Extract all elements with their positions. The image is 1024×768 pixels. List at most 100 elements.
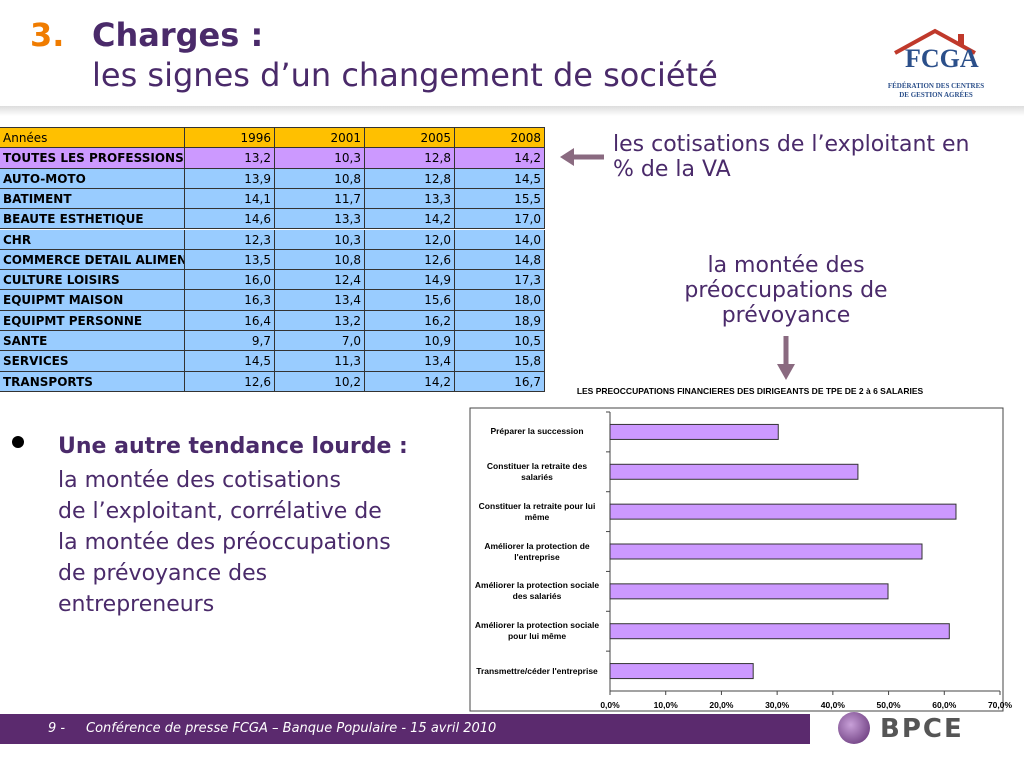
category-label: Préparer la succession <box>490 426 584 437</box>
title: Charges : <box>92 16 264 54</box>
table-cell: 10,8 <box>275 249 365 271</box>
x-tick-label: 60,0% <box>932 700 957 710</box>
chart-frame <box>469 407 1004 712</box>
table-cell: 15,5 <box>455 188 545 210</box>
table-cell: 10,3 <box>275 229 365 250</box>
table-cell: 14,9 <box>365 270 455 291</box>
table-cell: 13,9 <box>185 168 275 189</box>
table-header-cell: 1996 <box>185 128 275 149</box>
table-cell: 17,3 <box>455 270 545 291</box>
category-label: Améliorer la protection sociale pour lui… <box>474 620 600 642</box>
chart-title: LES PREOCCUPATIONS FINANCIERES DES DIRIG… <box>576 386 924 396</box>
category-label: Transmettre/céder l'entreprise <box>476 665 598 676</box>
table-cell: 16,2 <box>365 310 455 331</box>
table-cell: 11,7 <box>275 188 365 210</box>
category-label: Constituer la retraite des salariés <box>486 460 588 482</box>
table-cell: 12,8 <box>365 168 455 189</box>
table-cell: AUTO-MOTO <box>0 168 185 189</box>
table-cell: 9,7 <box>185 331 275 352</box>
table-cell: TOUTES LES PROFESSIONS <box>0 148 185 169</box>
footer-text: Conférence de presse FCGA – Banque Popul… <box>86 721 497 736</box>
header-band <box>0 106 1024 116</box>
table-cell: 13,2 <box>275 310 365 331</box>
table-cell: 10,3 <box>275 148 365 169</box>
bar <box>609 663 754 680</box>
table-cell: 18,9 <box>455 310 545 331</box>
table-cell: 13,2 <box>185 148 275 169</box>
table-cell: CULTURE LOISIRS <box>0 270 185 291</box>
table-cell: 12,8 <box>365 148 455 169</box>
bullet-line: de prévoyance des <box>58 561 268 586</box>
table-cell: 16,3 <box>185 290 275 311</box>
bullet-line: la montée des préoccupations <box>58 530 391 555</box>
bullet-line: la montée des cotisations <box>58 468 341 493</box>
table-cell: TRANSPORTS <box>0 371 185 392</box>
table-cell: 10,2 <box>275 371 365 392</box>
bar <box>609 623 950 640</box>
logo-name: FCGA <box>905 44 979 73</box>
bullet-dot <box>12 436 24 448</box>
table-cell: 12,6 <box>185 371 275 392</box>
logo-roof <box>894 28 976 55</box>
table-cell: 17,0 <box>455 209 545 230</box>
bar <box>609 543 923 560</box>
table-cell: CHR <box>0 229 185 250</box>
table-header-cell: 2005 <box>365 128 455 149</box>
table-cell: 14,0 <box>455 229 545 250</box>
table-cell: 14,5 <box>185 351 275 372</box>
table-header-cell: 2001 <box>275 128 365 149</box>
table-cell: BATIMENT <box>0 188 185 210</box>
arrow-left <box>560 148 604 166</box>
table-cell: 12,6 <box>365 249 455 271</box>
arrow-down <box>777 336 795 380</box>
table-cell: 12,0 <box>365 229 455 250</box>
annotation: les cotisations de l’exploitant en % de … <box>613 132 970 182</box>
x-tick-label: 50,0% <box>877 700 902 710</box>
table-cell: 7,0 <box>275 331 365 352</box>
table-cell: 16,0 <box>185 270 275 291</box>
x-tick-label: 40,0% <box>821 700 846 710</box>
table-cell: EQUIPMT MAISON <box>0 290 185 311</box>
table-cell: 13,3 <box>365 188 455 210</box>
table-cell: EQUIPMT PERSONNE <box>0 310 185 331</box>
x-tick-label: 10,0% <box>654 700 679 710</box>
category-label: Améliorer la protection de l'entreprise <box>484 540 590 562</box>
x-tick-label: 20,0% <box>709 700 734 710</box>
table-cell: 14,5 <box>455 168 545 189</box>
bar <box>609 583 889 600</box>
bar <box>609 503 957 520</box>
table-cell: 14,8 <box>455 249 545 271</box>
annotation: la montée des préoccupations de prévoyan… <box>684 253 888 328</box>
table-cell: BEAUTE ESTHETIQUE <box>0 209 185 230</box>
brand: BPCE <box>880 714 964 744</box>
table-cell: SANTE <box>0 331 185 352</box>
table-cell: 14,6 <box>185 209 275 230</box>
subtitle: les signes d’un changement de société <box>92 56 718 94</box>
bullet-line: de l’exploitant, corrélative de <box>58 499 382 524</box>
bar <box>609 423 779 440</box>
footer-page: 9 - <box>48 721 66 736</box>
table-header-cell: 2008 <box>455 128 545 149</box>
bullet-text: la montée des cotisations de l’exploitant… <box>58 465 391 620</box>
table-cell: 13,3 <box>275 209 365 230</box>
table-cell: 14,2 <box>365 209 455 230</box>
x-tick-label: 70,0% <box>988 700 1013 710</box>
table: Années 1996 2001 2005 2008 TOUTES LES PROFESS… <box>0 127 545 392</box>
logo-line: DE GESTION AGRÉES <box>899 91 973 99</box>
table-cell: 13,4 <box>365 351 455 372</box>
table-cell: 16,7 <box>455 371 545 392</box>
table-cell: 10,9 <box>365 331 455 352</box>
logo-line: FÉDÉRATION DES CENTRES <box>887 82 985 90</box>
brand-icon <box>838 712 870 744</box>
table-cell: 18,0 <box>455 290 545 311</box>
bar <box>609 463 859 480</box>
table-cell: 14,1 <box>185 188 275 210</box>
table-cell: COMMERCE DETAIL ALIMENT <box>0 249 185 271</box>
category-label: Constituer la retraite pour lui même <box>478 500 596 522</box>
x-tick-label: 30,0% <box>765 700 790 710</box>
category-label: Améliorer la protection sociale des sala… <box>474 580 600 602</box>
table-cell: 10,5 <box>455 331 545 352</box>
bullet-heading: Une autre tendance lourde : <box>58 434 408 459</box>
